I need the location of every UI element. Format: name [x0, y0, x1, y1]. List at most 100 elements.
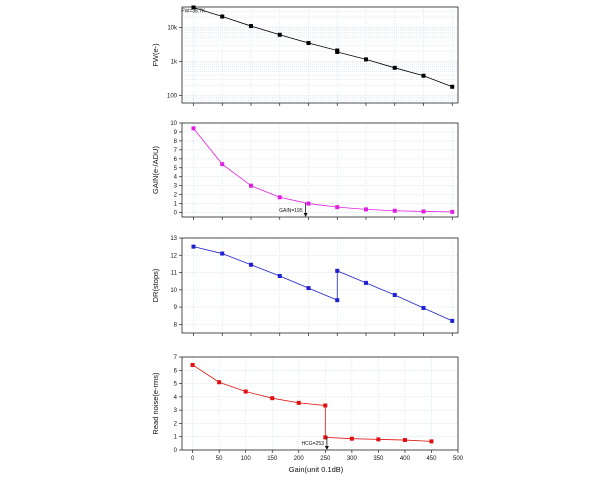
data-point — [450, 318, 455, 323]
data-point — [277, 274, 282, 278]
y-tick-label: 6 — [174, 368, 178, 374]
data-point — [191, 244, 196, 249]
x-tick-label: 500 — [453, 456, 464, 462]
y-tick-label: 5 — [174, 382, 178, 388]
chart-panel-2: 0 1 2 3 4 5 6 7 8 9 10 GAIN(e-/ADU) GAIN=195 — [151, 121, 459, 220]
plot-frame — [181, 356, 459, 451]
x-axis-title: Gain(unit 0.1dB) — [289, 465, 344, 474]
y-tick-label: 0 — [174, 211, 178, 217]
annotation-arrowhead — [324, 446, 329, 450]
x-tick-label: 400 — [400, 456, 411, 462]
y-tick-label: 7 — [174, 148, 178, 154]
data-point — [277, 195, 282, 200]
x-tick-label: 250 — [320, 456, 331, 462]
y-tick-label: 7 — [174, 355, 178, 361]
data-point — [335, 268, 340, 273]
x-tick-label: 50 — [216, 456, 223, 462]
data-point — [306, 201, 311, 206]
data-point — [296, 400, 301, 405]
data-point — [249, 183, 253, 188]
data-point — [364, 280, 368, 285]
data-point — [306, 40, 311, 45]
y-tick-label: 6 — [174, 157, 178, 163]
annotation-label: GAIN=195 — [279, 208, 303, 214]
data-point — [364, 57, 368, 62]
data-point — [335, 205, 340, 210]
y-tick-label: 10 — [170, 121, 177, 127]
x-tick-label: 0 — [191, 456, 195, 462]
y-tick-label: 2 — [174, 421, 178, 427]
data-point — [402, 438, 407, 443]
data-point — [270, 396, 275, 401]
y-tick-label: 3 — [174, 184, 178, 190]
y-axis-title: GAIN(e-/ADU) — [151, 146, 160, 194]
y-tick-label: 13 — [170, 236, 177, 242]
data-point — [421, 73, 426, 78]
data-point — [323, 403, 328, 408]
y-tick-label: 1 — [174, 435, 178, 441]
data-point — [421, 305, 426, 310]
x-tick-label: 100 — [241, 456, 252, 462]
y-axis-title: DR(stops) — [151, 268, 160, 302]
data-point — [220, 162, 225, 167]
chart-panel-1: 100 1k 10k FW(e-) FW=38.7K — [151, 5, 459, 106]
y-tick-label: 2 — [174, 193, 178, 199]
y-tick-label: 4 — [174, 395, 178, 401]
x-tick-label: 300 — [347, 456, 358, 462]
x-tick-label: 450 — [426, 456, 437, 462]
y-axis-title: Read noise(e-rms) — [151, 372, 160, 435]
data-point — [306, 286, 311, 291]
annotation-label: HCG=253 — [302, 441, 325, 447]
data-point — [220, 14, 225, 19]
series-line — [192, 364, 432, 442]
y-tick-label: 8 — [174, 139, 178, 145]
x-tick-label: 350 — [373, 456, 384, 462]
y-tick-label: 9 — [174, 305, 178, 311]
data-point — [429, 439, 434, 444]
plot-frame — [181, 6, 459, 104]
data-point — [392, 208, 397, 213]
data-point — [392, 293, 397, 297]
y-tick-label: 10 — [170, 288, 177, 294]
y-tick-label: 9 — [174, 130, 178, 136]
plot-frame — [181, 122, 459, 218]
series-line — [193, 246, 453, 322]
y-tick-label: 12 — [170, 253, 177, 259]
data-point — [190, 362, 195, 367]
data-point — [421, 209, 426, 214]
data-point — [191, 126, 196, 131]
data-point — [243, 389, 248, 394]
y-tick-label: 5 — [174, 166, 178, 172]
annotation-label: FW=38.7K — [182, 8, 206, 14]
y-tick-label: 0 — [174, 448, 178, 454]
y-tick-label: 100 — [167, 93, 178, 99]
y-tick-label: 8 — [174, 322, 178, 328]
chart-panel-4: 0 1 2 3 4 5 6 7 0 50 100 150 200 250 300 350 400 450 500 Re… — [151, 355, 464, 474]
data-point — [450, 209, 455, 214]
series-line — [193, 128, 453, 213]
data-point — [335, 49, 340, 54]
x-tick-label: 200 — [294, 456, 305, 462]
y-axis-title: FW(e-) — [151, 43, 160, 67]
annotation-arrowhead — [303, 213, 308, 217]
data-point — [376, 437, 381, 442]
data-point — [349, 436, 354, 441]
y-tick-label: 1 — [174, 202, 178, 208]
plot-frame — [181, 237, 459, 334]
data-point — [392, 65, 397, 70]
y-tick-label: 3 — [174, 408, 178, 414]
data-point — [220, 251, 225, 256]
data-point — [450, 84, 455, 89]
data-point — [249, 262, 253, 267]
data-point — [335, 298, 340, 303]
data-point — [217, 380, 222, 385]
data-point — [364, 207, 368, 212]
y-tick-label: 11 — [171, 271, 178, 277]
data-point — [191, 5, 196, 10]
data-point — [323, 435, 328, 440]
y-tick-label: 4 — [174, 175, 178, 181]
data-point — [277, 32, 282, 37]
data-point — [249, 24, 253, 29]
y-tick-label: 1k — [171, 59, 178, 65]
